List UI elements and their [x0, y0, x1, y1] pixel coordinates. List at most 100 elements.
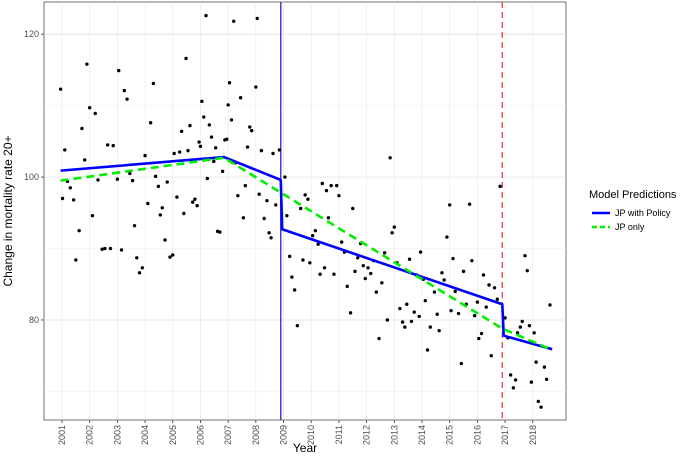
data-point [332, 272, 336, 276]
data-point [539, 405, 543, 409]
x-axis-title: Year [293, 441, 317, 455]
data-point [423, 298, 428, 303]
data-point [529, 380, 534, 384]
data-point [511, 386, 516, 390]
legend-title: Model Predictions [589, 189, 677, 201]
x-tick-label: 2002 [85, 425, 95, 445]
data-point [400, 320, 405, 324]
data-point [377, 336, 381, 341]
data-point [477, 336, 481, 341]
data-point [105, 143, 110, 147]
data-point [532, 331, 536, 335]
data-point [271, 151, 275, 156]
data-point [213, 146, 218, 150]
data-point [137, 271, 142, 275]
data-point [71, 198, 76, 202]
data-point [453, 289, 457, 294]
data-point [90, 213, 95, 218]
series-line-2 [60, 156, 553, 352]
x-tick-label: 2006 [195, 425, 205, 445]
data-point [148, 121, 153, 125]
plot-panel [43, 1, 567, 421]
data-point [259, 148, 264, 153]
axes: 80 100 120 2001 2002 2003 2004 2005 2006 2007 2008… [24, 29, 538, 445]
data-point [445, 235, 449, 239]
data-point [320, 181, 325, 186]
data-point [467, 202, 472, 206]
data-point [470, 258, 474, 263]
data-point [277, 148, 282, 152]
data-point [177, 150, 182, 154]
data-point [310, 233, 315, 238]
data-point [456, 311, 461, 316]
data-point [225, 137, 229, 141]
data-point [195, 203, 199, 208]
data-point [269, 236, 273, 240]
data-point [85, 62, 89, 66]
data-point [74, 258, 78, 262]
x-tick-label: 2016 [472, 425, 482, 445]
data-point [200, 99, 204, 104]
data-point [257, 192, 261, 196]
data-point [236, 193, 240, 198]
data-point [188, 123, 192, 128]
data-point [536, 399, 541, 404]
data-point [262, 216, 266, 221]
data-point [140, 266, 145, 270]
x-tick-label: 2010 [306, 425, 316, 445]
data-point [274, 203, 278, 207]
data-point [484, 305, 488, 309]
data-point [417, 314, 421, 319]
x-tick-label: 2018 [528, 425, 538, 445]
data-point [205, 176, 210, 181]
data-point [432, 290, 437, 294]
data-point [295, 323, 300, 328]
data-point [128, 171, 132, 176]
data-point [498, 184, 502, 189]
x-tick-label: 2003 [112, 425, 122, 445]
data-point [348, 311, 353, 315]
y-tick-label: 100 [24, 172, 39, 182]
data-point [119, 248, 124, 252]
data-point [227, 81, 232, 85]
data-point [171, 253, 175, 257]
y-axis-title: Change in mortality rate 20+ [1, 135, 15, 286]
data-point [218, 230, 222, 234]
data-point [518, 325, 523, 329]
x-tick-label: 2004 [140, 425, 150, 445]
x-tick-label: 2014 [417, 425, 427, 445]
x-tick-label: 2001 [57, 425, 67, 445]
data-point [318, 272, 322, 276]
x-tick-label: 2013 [389, 425, 399, 445]
data-point [353, 269, 357, 274]
y-tick-label: 80 [29, 315, 39, 325]
data-point [337, 193, 341, 198]
data-point [153, 174, 158, 179]
data-point [292, 288, 297, 292]
data-point [287, 254, 292, 259]
data-point [437, 328, 441, 333]
data-point [525, 268, 529, 273]
data-point [479, 331, 484, 336]
data-point [324, 188, 329, 193]
data-point [487, 283, 491, 287]
data-point [117, 68, 121, 73]
data-point [96, 178, 100, 182]
data-point [204, 13, 208, 18]
data-point [356, 256, 360, 260]
x-tick-label: 2005 [168, 425, 178, 445]
data-point [254, 85, 258, 89]
data-point [158, 213, 163, 217]
data-point [283, 175, 287, 179]
data-point [412, 310, 416, 314]
data-point [335, 183, 339, 188]
data-point [385, 318, 390, 322]
data-point [207, 123, 212, 127]
data-point [544, 377, 549, 381]
grid [44, 2, 566, 420]
data-point [80, 126, 84, 131]
data-point [226, 103, 230, 107]
data-point [249, 128, 254, 133]
